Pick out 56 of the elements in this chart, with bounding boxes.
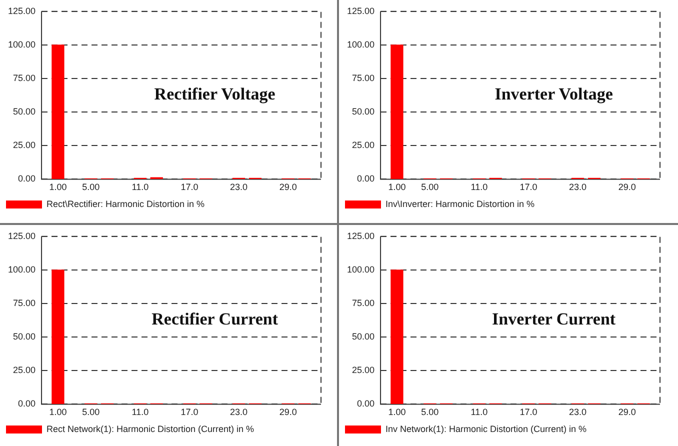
y-tick-label: 75.00 bbox=[12, 298, 36, 308]
y-tick-label: 125.00 bbox=[346, 230, 375, 241]
y-tick-label: 0.00 bbox=[356, 174, 375, 184]
text: Inverter Current bbox=[492, 310, 616, 329]
y-tick-label: 100.00 bbox=[8, 264, 36, 274]
y-tick-label: 100.00 bbox=[346, 39, 375, 50]
legend-label: Rect Network(1): Harmonic Distortion (Current) in % bbox=[46, 424, 254, 434]
y-tick-label: 0.00 bbox=[356, 398, 375, 409]
x-tick-label: 5.00 bbox=[421, 407, 439, 418]
x-tick-label: 11.0 bbox=[470, 182, 488, 192]
x-tick-label: 1.00 bbox=[388, 182, 406, 192]
text: Inverter Voltage bbox=[494, 84, 614, 104]
x-tick-label: 23.0 bbox=[230, 407, 248, 418]
x-tick-label: 1.00 bbox=[49, 182, 67, 192]
y-tick-label: 50.00 bbox=[12, 106, 36, 117]
y-tick-label: 25.00 bbox=[12, 140, 36, 150]
x-tick-label: 5.00 bbox=[421, 182, 439, 192]
y-tick-label: 25.00 bbox=[352, 365, 375, 376]
y-tick-label: 25.00 bbox=[12, 365, 36, 376]
x-tick-label: 17.0 bbox=[520, 182, 538, 192]
text: Rectifier Current bbox=[152, 310, 278, 329]
x-tick-label: 29.0 bbox=[618, 182, 636, 192]
y-tick-label: 50.00 bbox=[352, 106, 375, 117]
y-tick-label: 25.00 bbox=[352, 140, 375, 150]
x-tick-label: 17.0 bbox=[180, 407, 198, 418]
x-tick-label: 23.0 bbox=[569, 407, 587, 418]
x-tick-label: 29.0 bbox=[279, 182, 297, 192]
y-tick-label: 75.00 bbox=[352, 73, 375, 84]
y-tick-label: 0.00 bbox=[18, 398, 36, 409]
text: Rectifier Voltage bbox=[154, 84, 276, 104]
x-tick-label: 11.0 bbox=[470, 407, 488, 418]
y-tick-label: 100.00 bbox=[8, 39, 36, 50]
x-tick-label: 11.0 bbox=[132, 182, 149, 192]
legend-label: Rect\Rectifier: Harmonic Distortion in % bbox=[46, 198, 205, 209]
x-tick-label: 5.00 bbox=[82, 182, 100, 192]
x-tick-label: 23.0 bbox=[230, 182, 248, 192]
y-tick-label: 100.00 bbox=[346, 264, 375, 274]
x-tick-label: 17.0 bbox=[180, 182, 198, 192]
legend-label: Inv\Inverter: Harmonic Distortion in % bbox=[386, 198, 535, 209]
x-tick-label: 1.00 bbox=[388, 407, 406, 418]
y-tick-label: 125.00 bbox=[8, 230, 36, 241]
y-tick-label: 50.00 bbox=[12, 332, 36, 342]
y-tick-label: 0.00 bbox=[18, 174, 36, 184]
x-tick-label: 23.0 bbox=[569, 182, 587, 192]
x-tick-label: 17.0 bbox=[520, 407, 538, 418]
legend-label: Inv Network(1): Harmonic Distortion (Current) in % bbox=[386, 424, 587, 434]
y-tick-label: 75.00 bbox=[12, 73, 36, 84]
x-tick-label: 5.00 bbox=[82, 407, 100, 418]
x-tick-label: 11.0 bbox=[132, 407, 149, 418]
y-tick-label: 125.00 bbox=[8, 6, 36, 16]
x-tick-label: 29.0 bbox=[279, 407, 297, 418]
y-tick-label: 75.00 bbox=[352, 298, 375, 308]
x-tick-label: 1.00 bbox=[49, 407, 67, 418]
x-tick-label: 29.0 bbox=[618, 407, 636, 418]
y-tick-label: 125.00 bbox=[346, 6, 375, 16]
y-tick-label: 50.00 bbox=[352, 332, 375, 342]
